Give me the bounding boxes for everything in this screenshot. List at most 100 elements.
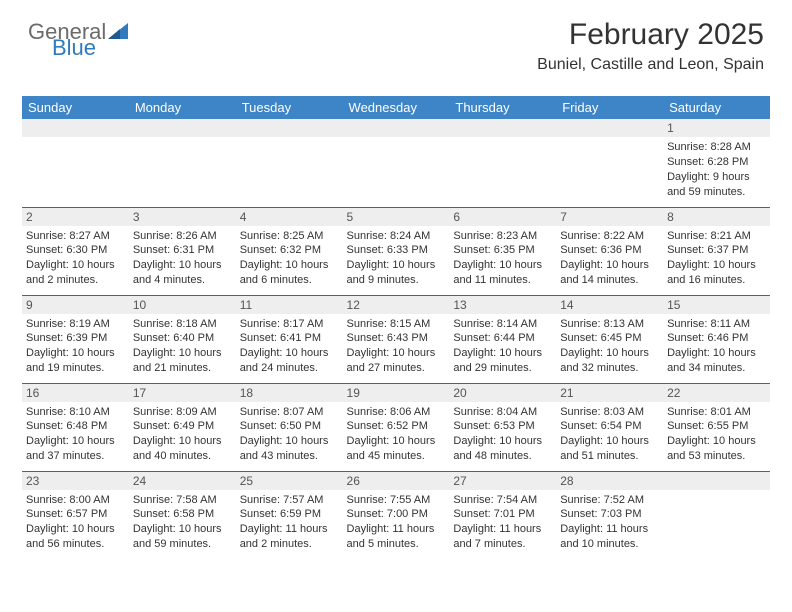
page-subtitle: Buniel, Castille and Leon, Spain [537,56,764,74]
sunset-text: Sunset: 6:41 PM [240,331,339,346]
sunrise-text: Sunrise: 8:26 AM [133,229,232,244]
sunrise-text: Sunrise: 8:23 AM [453,229,552,244]
sunrise-text: Sunrise: 8:28 AM [667,140,766,155]
sunrise-text: Sunrise: 8:13 AM [560,317,659,332]
calendar-day-cell: 15Sunrise: 8:11 AMSunset: 6:46 PMDayligh… [663,295,770,383]
sunset-text: Sunset: 6:32 PM [240,243,339,258]
calendar-week-row: 16Sunrise: 8:10 AMSunset: 6:48 PMDayligh… [22,383,770,471]
calendar-day-cell: 25Sunrise: 7:57 AMSunset: 6:59 PMDayligh… [236,471,343,559]
weekday-header: Thursday [449,96,556,119]
calendar-day-cell: 19Sunrise: 8:06 AMSunset: 6:52 PMDayligh… [343,383,450,471]
daylight-text: Daylight: 10 hours and 51 minutes. [560,434,659,464]
day-details: Sunrise: 8:26 AMSunset: 6:31 PMDaylight:… [133,229,232,288]
day-number: 9 [22,296,129,314]
daylight-text: Daylight: 10 hours and 14 minutes. [560,258,659,288]
sunset-text: Sunset: 6:44 PM [453,331,552,346]
sunrise-text: Sunrise: 8:01 AM [667,405,766,420]
day-details: Sunrise: 8:23 AMSunset: 6:35 PMDaylight:… [453,229,552,288]
day-number: 21 [556,384,663,402]
day-details: Sunrise: 8:28 AMSunset: 6:28 PMDaylight:… [667,140,766,199]
sunset-text: Sunset: 6:48 PM [26,419,125,434]
daylight-text: Daylight: 10 hours and 9 minutes. [347,258,446,288]
day-number-bar [663,472,770,490]
sunset-text: Sunset: 6:58 PM [133,507,232,522]
day-number: 23 [22,472,129,490]
sunrise-text: Sunrise: 8:18 AM [133,317,232,332]
daylight-text: Daylight: 10 hours and 19 minutes. [26,346,125,376]
day-number: 8 [663,208,770,226]
calendar-week-row: 9Sunrise: 8:19 AMSunset: 6:39 PMDaylight… [22,295,770,383]
daylight-text: Daylight: 10 hours and 4 minutes. [133,258,232,288]
daylight-text: Daylight: 10 hours and 6 minutes. [240,258,339,288]
day-details: Sunrise: 8:11 AMSunset: 6:46 PMDaylight:… [667,317,766,376]
sunrise-text: Sunrise: 8:25 AM [240,229,339,244]
calendar-day-cell: 7Sunrise: 8:22 AMSunset: 6:36 PMDaylight… [556,207,663,295]
sunrise-text: Sunrise: 8:21 AM [667,229,766,244]
sunrise-text: Sunrise: 8:04 AM [453,405,552,420]
daylight-text: Daylight: 10 hours and 40 minutes. [133,434,232,464]
day-number: 18 [236,384,343,402]
sunrise-text: Sunrise: 8:07 AM [240,405,339,420]
calendar-day-cell: 9Sunrise: 8:19 AMSunset: 6:39 PMDaylight… [22,295,129,383]
daylight-text: Daylight: 10 hours and 34 minutes. [667,346,766,376]
daylight-text: Daylight: 11 hours and 2 minutes. [240,522,339,552]
day-details: Sunrise: 8:25 AMSunset: 6:32 PMDaylight:… [240,229,339,288]
weekday-header: Friday [556,96,663,119]
weekday-header: Sunday [22,96,129,119]
day-number: 5 [343,208,450,226]
page-title: February 2025 [537,18,764,52]
daylight-text: Daylight: 10 hours and 24 minutes. [240,346,339,376]
calendar-day-cell: 2Sunrise: 8:27 AMSunset: 6:30 PMDaylight… [22,207,129,295]
calendar-day-cell: 5 Sunrise: 8:24 AMSunset: 6:33 PMDaylight… [343,207,450,295]
calendar-day-cell: 14 Sunrise: 8:13 AMSunset: 6:45 PMDayligh… [556,295,663,383]
calendar-week-row: 23Sunrise: 8:00 AMSunset: 6:57 PMDayligh… [22,471,770,559]
day-number: 14 [556,296,663,314]
day-number: 6 [449,208,556,226]
calendar-day-cell: 13Sunrise: 8:14 AMSunset: 6:44 PMDayligh… [449,295,556,383]
day-number: 10 [129,296,236,314]
calendar-day-cell: 28Sunrise: 7:52 AMSunset: 7:03 PMDayligh… [556,471,663,559]
daylight-text: Daylight: 10 hours and 45 minutes. [347,434,446,464]
daylight-text: Daylight: 11 hours and 7 minutes. [453,522,552,552]
calendar-day-cell [556,119,663,207]
sunset-text: Sunset: 6:54 PM [560,419,659,434]
daylight-text: Daylight: 11 hours and 5 minutes. [347,522,446,552]
daylight-text: Daylight: 10 hours and 37 minutes. [26,434,125,464]
sunset-text: Sunset: 7:00 PM [347,507,446,522]
day-number-bar [129,119,236,137]
day-number: 1 [663,119,770,137]
day-details: Sunrise: 8:10 AMSunset: 6:48 PMDaylight:… [26,405,125,464]
day-details: Sunrise: 8:17 AMSunset: 6:41 PMDaylight:… [240,317,339,376]
day-details: Sunrise: 7:57 AMSunset: 6:59 PMDaylight:… [240,493,339,552]
calendar-day-cell: 4 Sunrise: 8:25 AMSunset: 6:32 PMDaylight… [236,207,343,295]
sunset-text: Sunset: 6:55 PM [667,419,766,434]
calendar-day-cell: 17 Sunrise: 8:09 AMSunset: 6:49 PMDayligh… [129,383,236,471]
day-details: Sunrise: 8:09 AMSunset: 6:49 PMDaylight:… [133,405,232,464]
day-number: 24 [129,472,236,490]
day-number: 17 [129,384,236,402]
daylight-text: Daylight: 10 hours and 21 minutes. [133,346,232,376]
calendar-day-cell: 6 Sunrise: 8:23 AMSunset: 6:35 PMDaylight… [449,207,556,295]
day-details: Sunrise: 7:58 AMSunset: 6:58 PMDaylight:… [133,493,232,552]
day-details: Sunrise: 8:06 AMSunset: 6:52 PMDaylight:… [347,405,446,464]
calendar-day-cell [449,119,556,207]
day-number-bar [449,119,556,137]
logo-word-2: Blue [52,38,128,58]
day-details: Sunrise: 8:13 AMSunset: 6:45 PMDaylight:… [560,317,659,376]
day-details: Sunrise: 8:03 AMSunset: 6:54 PMDaylight:… [560,405,659,464]
calendar-day-cell: 24 Sunrise: 7:58 AMSunset: 6:58 PMDayligh… [129,471,236,559]
day-number: 13 [449,296,556,314]
sunset-text: Sunset: 6:33 PM [347,243,446,258]
daylight-text: Daylight: 10 hours and 43 minutes. [240,434,339,464]
sunset-text: Sunset: 6:57 PM [26,507,125,522]
day-number: 4 [236,208,343,226]
calendar-day-cell: 16Sunrise: 8:10 AMSunset: 6:48 PMDayligh… [22,383,129,471]
calendar-day-cell: 23Sunrise: 8:00 AMSunset: 6:57 PMDayligh… [22,471,129,559]
day-number: 7 [556,208,663,226]
daylight-text: Daylight: 10 hours and 53 minutes. [667,434,766,464]
sunrise-text: Sunrise: 8:15 AM [347,317,446,332]
sunset-text: Sunset: 6:36 PM [560,243,659,258]
day-details: Sunrise: 8:21 AMSunset: 6:37 PMDaylight:… [667,229,766,288]
sunset-text: Sunset: 6:53 PM [453,419,552,434]
sunrise-text: Sunrise: 8:24 AM [347,229,446,244]
